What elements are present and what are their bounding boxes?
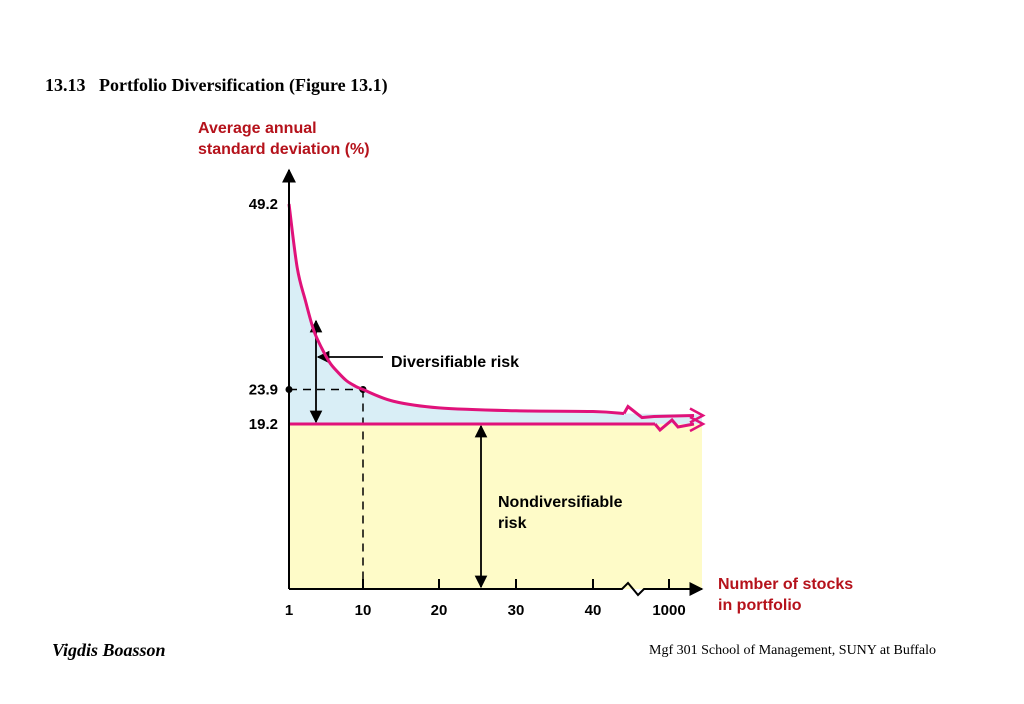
diversifiable-region	[289, 204, 702, 424]
series-line	[287, 203, 625, 416]
y-axis-title: standard deviation (%)	[198, 141, 370, 158]
x-axis-title: Number of stocks	[718, 576, 853, 593]
y-tick-label: 23.9	[249, 382, 278, 399]
market-risk-line-break	[653, 417, 695, 433]
x-tick-label: 1	[285, 602, 293, 619]
x-tick-label: 1000	[652, 602, 685, 619]
y-tick-label: 19.2	[249, 416, 278, 433]
series-line-break	[622, 404, 695, 420]
nondiversifiable-region	[289, 424, 702, 589]
nondiversifiable-risk-label: Nondiversifiable	[498, 494, 623, 511]
market-risk-arrowhead	[689, 415, 706, 433]
diversifiable-risk-label: Diversifiable risk	[391, 354, 519, 371]
y-axis-title: Average annual	[198, 120, 317, 137]
x-tick-label: 40	[585, 602, 602, 619]
slide-title: 13.13 Portfolio Diversification (Figure …	[45, 75, 388, 95]
author-name: Vigdis Boasson	[52, 640, 166, 660]
x-axis	[289, 581, 702, 597]
nondiversifiable-risk-label: risk	[498, 515, 527, 532]
x-tick-label: 10	[355, 602, 372, 619]
y-tick-label: 49.2	[249, 196, 278, 213]
x-axis-title: in portfolio	[718, 597, 802, 614]
course-info: Mgf 301 School of Management, SUNY at Bu…	[649, 643, 936, 658]
x-tick-label: 30	[508, 602, 525, 619]
x-tick-label: 20	[431, 602, 448, 619]
